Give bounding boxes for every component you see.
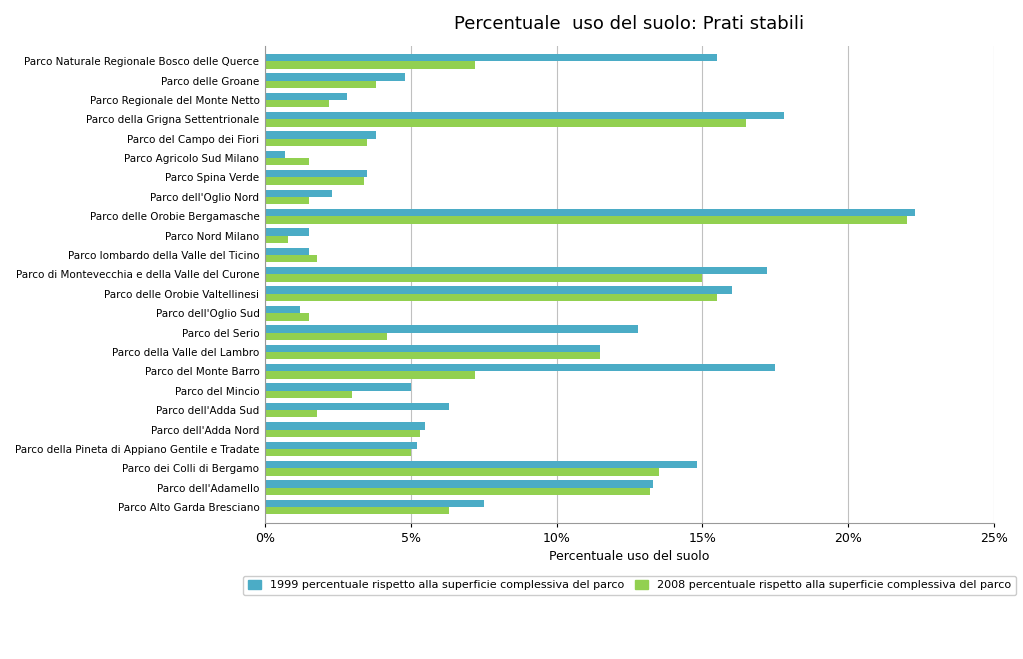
Bar: [265, 248, 309, 255]
Bar: [265, 449, 411, 456]
Bar: [265, 306, 300, 313]
Bar: [265, 364, 775, 372]
Legend: 1999 percentuale rispetto alla superficie complessiva del parco, 2008 percentual: 1999 percentuale rispetto alla superfici…: [243, 576, 1016, 595]
Bar: [265, 236, 288, 243]
Bar: [265, 209, 916, 216]
Bar: [265, 274, 703, 282]
Bar: [265, 352, 601, 359]
Bar: [265, 391, 353, 398]
Bar: [265, 333, 388, 340]
Bar: [265, 216, 906, 223]
Bar: [265, 112, 784, 119]
Bar: [265, 190, 332, 197]
Bar: [265, 410, 317, 418]
Bar: [265, 326, 638, 333]
Bar: [265, 488, 650, 495]
X-axis label: Percentuale uso del suolo: Percentuale uso del suolo: [549, 550, 710, 563]
Bar: [265, 422, 426, 430]
Bar: [265, 287, 731, 294]
Bar: [265, 139, 367, 146]
Bar: [265, 80, 375, 88]
Bar: [265, 345, 601, 352]
Bar: [265, 384, 411, 391]
Bar: [265, 500, 484, 507]
Bar: [265, 430, 419, 437]
Bar: [265, 469, 659, 476]
Bar: [265, 92, 347, 100]
Bar: [265, 267, 766, 274]
Bar: [265, 294, 717, 301]
Bar: [265, 170, 367, 177]
Bar: [265, 480, 653, 488]
Bar: [265, 100, 329, 107]
Bar: [265, 507, 449, 515]
Bar: [265, 54, 717, 61]
Bar: [265, 119, 746, 127]
Bar: [265, 255, 317, 262]
Title: Percentuale  uso del suolo: Prati stabili: Percentuale uso del suolo: Prati stabili: [454, 15, 804, 33]
Bar: [265, 158, 309, 165]
Bar: [265, 228, 309, 236]
Bar: [265, 313, 309, 320]
Bar: [265, 177, 364, 185]
Bar: [265, 197, 309, 204]
Bar: [265, 73, 405, 80]
Bar: [265, 403, 449, 410]
Bar: [265, 151, 285, 158]
Bar: [265, 461, 697, 469]
Bar: [265, 131, 375, 139]
Bar: [265, 372, 475, 379]
Bar: [265, 442, 416, 449]
Bar: [265, 61, 475, 69]
